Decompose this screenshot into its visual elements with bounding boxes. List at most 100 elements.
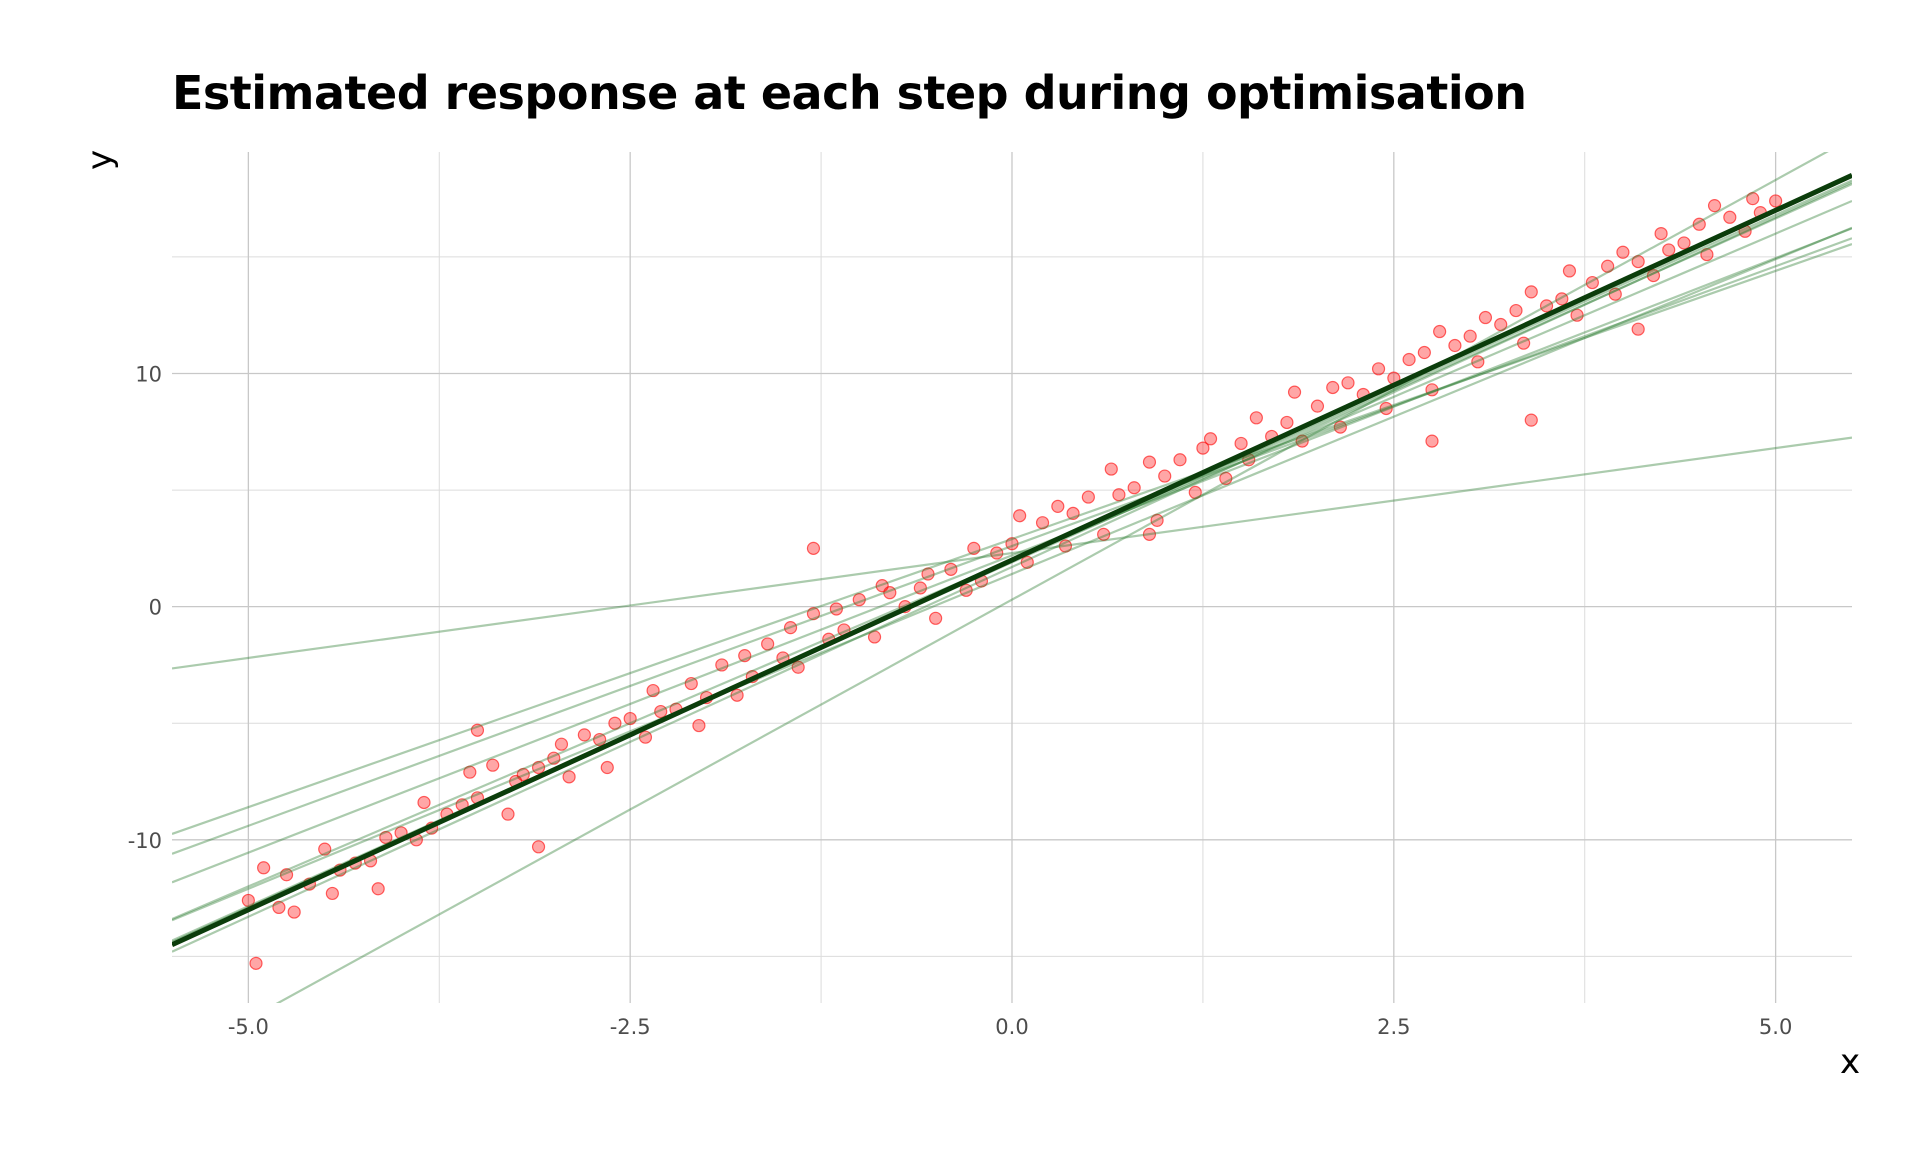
data-point	[692, 718, 706, 733]
data-point	[486, 758, 500, 772]
data-point	[1341, 376, 1355, 390]
data-point	[1142, 455, 1157, 469]
y-axis-title: y	[80, 150, 120, 170]
x-tick-label: 5.0	[1759, 1015, 1792, 1039]
data-point	[1478, 310, 1493, 325]
data-point	[501, 807, 515, 821]
data-point	[1280, 415, 1294, 430]
fitted-line-step-3	[172, 237, 1852, 855]
data-point	[600, 760, 614, 775]
data-point	[1539, 299, 1554, 313]
data-point	[1601, 259, 1615, 273]
data-point	[608, 716, 622, 730]
data-point	[646, 683, 660, 698]
data-point	[783, 621, 798, 635]
data-point	[1035, 516, 1050, 530]
data-point	[990, 546, 1004, 560]
data-point	[738, 649, 752, 663]
data-point	[1524, 285, 1538, 299]
fitted-line-step-4	[172, 227, 1852, 884]
y-tick-label: -10	[128, 829, 162, 853]
data-point	[257, 861, 271, 875]
fitted-line-step-8	[172, 181, 1852, 953]
data-point	[806, 541, 821, 555]
data-point	[867, 630, 882, 644]
data-point	[1097, 527, 1111, 541]
data-point	[761, 637, 775, 651]
data-point	[1723, 210, 1737, 224]
data-point	[1677, 236, 1691, 250]
data-point	[1142, 527, 1157, 541]
data-point	[1646, 268, 1661, 283]
data-point	[1234, 436, 1248, 451]
data-point	[1196, 441, 1210, 455]
data-point	[272, 900, 286, 915]
grid	[172, 152, 1852, 1003]
data-point	[1188, 485, 1202, 499]
data-point	[1746, 192, 1760, 206]
data-point	[1127, 481, 1141, 495]
data-point	[806, 607, 821, 621]
data-point	[1692, 217, 1706, 231]
data-point	[577, 728, 591, 742]
data-point	[1524, 413, 1538, 427]
data-point	[547, 751, 561, 765]
data-point	[1150, 513, 1164, 527]
data-point	[1425, 434, 1439, 448]
data-point	[379, 830, 393, 845]
data-point	[1295, 434, 1309, 448]
data-point	[1517, 336, 1531, 350]
x-tick-label: 0.0	[995, 1015, 1028, 1039]
data-point	[463, 765, 477, 779]
data-point	[1081, 490, 1095, 504]
data-point	[1379, 401, 1393, 416]
data-point	[1707, 199, 1722, 213]
tick-labels: -5.0 -2.5 0.0 2.5 5.0 -10 0 10	[128, 362, 1793, 1039]
data-point	[531, 840, 546, 854]
data-point	[562, 770, 576, 784]
data-point	[1433, 324, 1447, 339]
fitted-lines	[172, 152, 1852, 1003]
data-point	[1104, 462, 1118, 476]
data-point	[1585, 275, 1599, 290]
data-point	[1013, 509, 1027, 523]
data-point	[852, 593, 866, 607]
data-point	[1769, 194, 1783, 208]
data-point	[1326, 380, 1340, 395]
data-point	[1203, 432, 1218, 446]
data-point	[638, 730, 653, 744]
y-tick-label: 0	[149, 596, 162, 620]
data-point	[1700, 247, 1714, 262]
data-point	[944, 562, 958, 576]
data-point	[929, 611, 943, 625]
data-point	[1249, 411, 1263, 425]
fitted-line-step-5	[172, 243, 1852, 836]
x-tick-label: 2.5	[1377, 1015, 1410, 1039]
data-point	[967, 541, 981, 555]
data-point	[1333, 420, 1347, 434]
fitted-line-step-11	[172, 173, 1852, 947]
data-point	[1112, 488, 1126, 502]
data-point	[791, 660, 805, 674]
data-point	[1417, 345, 1431, 360]
data-point	[1555, 292, 1569, 306]
data-point	[1662, 243, 1676, 257]
y-tick-label: 10	[135, 362, 162, 386]
data-point	[470, 723, 485, 737]
data-point	[554, 737, 569, 751]
data-point	[1509, 303, 1523, 318]
data-point	[730, 688, 744, 702]
data-point	[715, 658, 729, 672]
data-point	[1005, 537, 1019, 551]
chart-title: Estimated response at each step during o…	[172, 66, 1527, 120]
data-point	[1310, 399, 1325, 413]
data-point	[1158, 469, 1172, 483]
data-point	[325, 886, 339, 901]
x-tick-label: -2.5	[610, 1015, 651, 1039]
data-point	[959, 583, 973, 597]
data-point	[623, 711, 637, 726]
data-point	[1448, 338, 1462, 353]
data-point	[1463, 329, 1477, 343]
data-point	[1402, 352, 1416, 367]
